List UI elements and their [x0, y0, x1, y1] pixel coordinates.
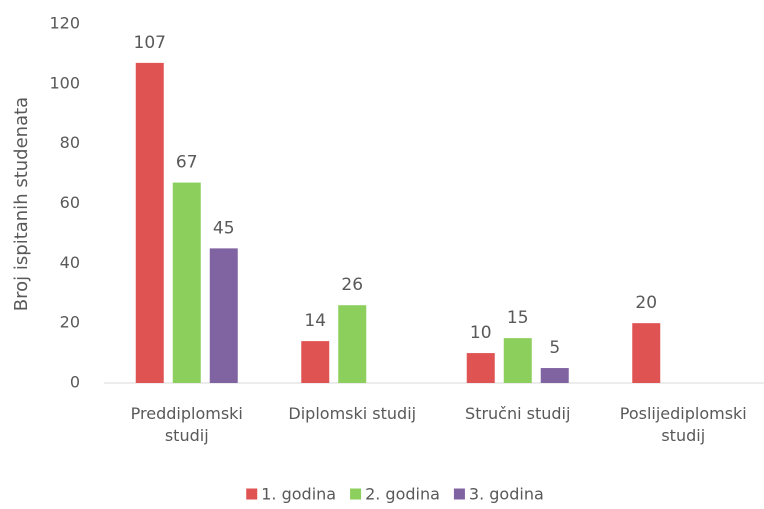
- y-tick-label: 20: [60, 313, 80, 332]
- bar: [135, 62, 164, 384]
- data-label: 10: [470, 323, 492, 343]
- bar: [466, 353, 495, 383]
- legend-label: 1. godina: [261, 485, 336, 504]
- legend-label: 3. godina: [469, 485, 544, 504]
- x-tick-label: Stručni studij: [465, 404, 571, 423]
- bar: [540, 368, 569, 383]
- bar: [338, 305, 367, 383]
- data-label: 15: [507, 308, 529, 328]
- x-tick-label: Preddiplomski studij: [130, 404, 243, 445]
- bar: [209, 248, 238, 383]
- data-label: 20: [635, 293, 657, 313]
- bar: [503, 338, 532, 383]
- y-tick-label: 80: [60, 133, 80, 152]
- legend-label: 2. godina: [365, 485, 440, 504]
- legend-swatch: [453, 488, 465, 500]
- data-label: 14: [304, 311, 326, 331]
- x-tick-label: Diplomski studij: [288, 404, 417, 423]
- y-tick-label: 120: [49, 14, 80, 33]
- y-axis-label: Broj ispitanih studenata: [11, 97, 32, 311]
- bar: [632, 323, 661, 383]
- legend-swatch: [246, 488, 258, 500]
- bar: [301, 341, 330, 383]
- data-label: 107: [134, 33, 166, 53]
- legend-swatch: [350, 488, 362, 500]
- y-tick-label: 100: [49, 73, 80, 92]
- y-tick-label: 0: [70, 373, 80, 392]
- data-label: 45: [213, 218, 235, 238]
- data-label: 67: [176, 153, 198, 173]
- bar: [172, 182, 201, 383]
- x-tick-label: Poslijediplomski studij: [619, 404, 747, 445]
- data-label: 5: [549, 338, 560, 358]
- y-tick-label: 60: [60, 193, 80, 212]
- y-tick-label: 40: [60, 253, 80, 272]
- data-label: 26: [341, 275, 363, 295]
